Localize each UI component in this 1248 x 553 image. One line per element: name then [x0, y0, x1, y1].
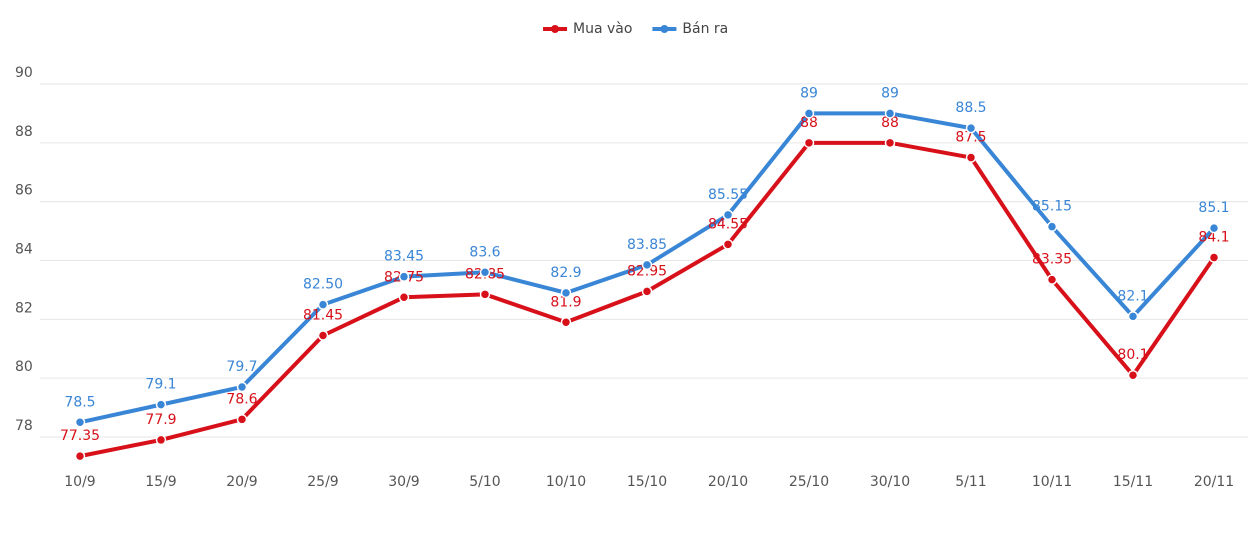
- y-tick-label: 84: [15, 241, 33, 257]
- x-tick-label: 15/11: [1113, 474, 1153, 490]
- y-tick-label: 80: [15, 359, 33, 375]
- y-tick-label: 90: [15, 65, 33, 81]
- data-point: [1208, 222, 1220, 234]
- x-tick-label: 15/10: [627, 474, 667, 490]
- data-label: 89: [800, 85, 818, 101]
- x-tick-label: 25/10: [789, 474, 829, 490]
- data-label: 80.1: [1117, 347, 1148, 363]
- data-label: 84.1: [1198, 230, 1229, 246]
- series-line: [79, 140, 1216, 459]
- y-tick-label: 86: [15, 183, 33, 199]
- data-point: [1127, 311, 1139, 322]
- data-label: 88: [800, 115, 818, 131]
- data-label: 78.6: [226, 391, 257, 407]
- y-tick-label: 82: [15, 300, 33, 316]
- data-point: [398, 292, 410, 303]
- data-point: [236, 414, 248, 425]
- data-label: 83.6: [469, 244, 500, 260]
- data-point: [398, 271, 410, 282]
- data-label: 82.9: [550, 265, 581, 281]
- data-point: [74, 450, 86, 462]
- data-label: 82.50: [303, 277, 343, 293]
- data-point: [641, 286, 653, 297]
- data-label: 77.9: [145, 412, 176, 428]
- data-point: [722, 239, 734, 250]
- data-label: 85.15: [1032, 199, 1072, 215]
- data-label: 77.35: [60, 428, 100, 444]
- data-point: [74, 417, 86, 428]
- data-label: 79.7: [226, 359, 257, 375]
- data-point: [965, 152, 977, 163]
- data-point: [884, 108, 896, 119]
- data-point: [236, 381, 248, 393]
- data-point: [803, 137, 815, 149]
- data-label: 87.5: [955, 130, 986, 146]
- data-point: [803, 108, 815, 119]
- data-point: [965, 122, 977, 134]
- x-tick-label: 5/10: [469, 474, 500, 490]
- x-tick-label: 30/9: [388, 474, 419, 490]
- data-label: 78.5: [64, 394, 95, 410]
- legend-marker: [660, 25, 669, 33]
- data-label: 82.95: [627, 263, 667, 279]
- data-label: 89: [881, 85, 899, 101]
- x-tick-label: 25/9: [307, 474, 338, 490]
- y-tick-label: 88: [15, 124, 33, 140]
- data-point: [884, 137, 896, 149]
- data-point: [479, 267, 491, 278]
- data-label: 83.85: [627, 237, 667, 253]
- data-label: 84.55: [708, 216, 748, 232]
- legend-label: Bán ra: [682, 21, 728, 37]
- data-point: [1046, 274, 1058, 285]
- data-point: [155, 399, 167, 410]
- x-tick-label: 20/11: [1194, 474, 1234, 490]
- data-label: 83.35: [1032, 252, 1072, 268]
- data-label: 79.1: [145, 377, 176, 393]
- data-label: 85.55: [708, 187, 748, 203]
- x-tick-label: 10/11: [1032, 474, 1072, 490]
- x-tick-label: 20/9: [226, 474, 257, 490]
- data-label: 88: [881, 115, 899, 131]
- y-tick-label: 78: [15, 418, 33, 434]
- data-point: [479, 289, 491, 300]
- data-point: [317, 330, 329, 341]
- data-point: [155, 434, 167, 446]
- x-tick-label: 5/11: [955, 474, 986, 490]
- data-label: 81.9: [550, 294, 581, 310]
- x-tick-label: 20/10: [708, 474, 748, 490]
- data-point: [560, 317, 572, 328]
- legend-label: Mua vào: [573, 21, 632, 37]
- data-point: [560, 287, 572, 299]
- data-point: [1208, 252, 1220, 263]
- data-point: [722, 209, 734, 221]
- data-point: [1127, 369, 1139, 381]
- data-label: 82.1: [1117, 288, 1148, 304]
- data-label: 88.5: [955, 100, 986, 116]
- x-tick-label: 10/10: [546, 474, 586, 490]
- x-tick-label: 10/9: [64, 474, 95, 490]
- data-label: 81.45: [303, 308, 343, 324]
- data-label: 85.1: [1198, 200, 1229, 216]
- legend-marker: [551, 25, 559, 33]
- data-point: [641, 259, 653, 271]
- x-tick-label: 15/9: [145, 474, 176, 490]
- data-label: 83.45: [384, 249, 424, 265]
- x-tick-label: 30/10: [870, 474, 910, 490]
- data-point: [317, 299, 329, 310]
- data-point: [1046, 221, 1058, 232]
